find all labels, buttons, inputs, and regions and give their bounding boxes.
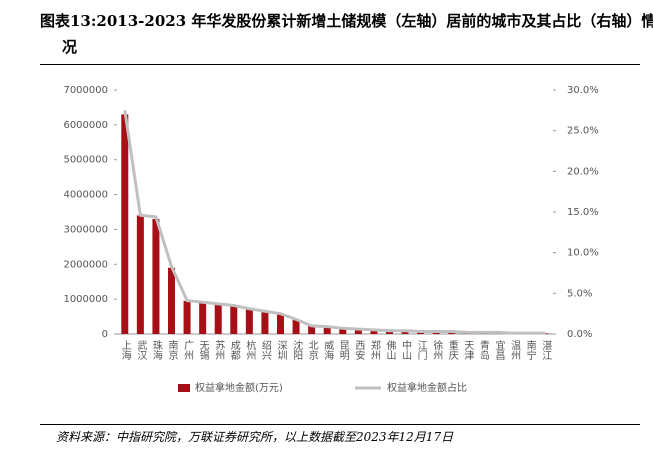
- bar: [245, 309, 253, 334]
- x-tick-label: 徐州: [431, 339, 443, 360]
- y-tick-label: 1000000: [63, 294, 108, 305]
- bar: [401, 330, 409, 334]
- x-tick-label: 无锡: [197, 340, 209, 361]
- bar: [354, 329, 362, 334]
- y-tick-label: 6000000: [63, 120, 108, 131]
- x-tick-label: 江门: [415, 340, 427, 361]
- x-tick-label: 广州: [182, 340, 194, 360]
- bar: [277, 313, 284, 334]
- legend-label: 权益拿地金额(万元): [195, 381, 283, 394]
- bar: [121, 114, 129, 335]
- y2-tick-label: 10.0%: [567, 248, 599, 259]
- y-tick-label: 2000000: [63, 259, 108, 270]
- x-tick-label: 威海: [322, 339, 334, 361]
- bar: [292, 319, 300, 334]
- bar: [308, 325, 316, 334]
- y2-tick-label: 30.0%: [567, 85, 599, 96]
- bar: [168, 267, 175, 334]
- y-tick-label: 5000000: [63, 155, 108, 166]
- y-tick-label: 3000000: [63, 224, 108, 235]
- bar: [370, 329, 378, 334]
- x-tick-label: 上海: [119, 340, 131, 361]
- x-tick-label: 苏州: [213, 339, 225, 360]
- x-tick-label: 西安: [353, 340, 365, 361]
- bar: [339, 328, 347, 334]
- y2-tick-label: 25.0%: [567, 126, 599, 137]
- bar: [183, 300, 191, 334]
- y-tick-label: 4000000: [63, 190, 108, 201]
- x-tick-label: 宜昌: [493, 339, 505, 361]
- x-tick-label: 杭州: [244, 339, 256, 360]
- x-tick-label: 佛山: [384, 339, 396, 360]
- bar: [323, 327, 331, 334]
- x-tick-label: 南宁: [524, 339, 536, 360]
- x-tick-label: 绍兴: [259, 339, 271, 361]
- x-tick-label: 湛江: [540, 340, 552, 360]
- x-tick-label: 北京: [306, 340, 318, 361]
- x-tick-label: 沈阳: [291, 339, 303, 360]
- rule: [40, 424, 640, 425]
- y2-tick-label: 20.0%: [567, 166, 599, 177]
- x-tick-label: 珠海: [150, 339, 162, 361]
- chart-title: 图表13:2013-2023 年华发股份累计新增土储规模（左轴）居前的城市及其占…: [40, 12, 653, 56]
- bar: [136, 215, 144, 334]
- x-tick-label: 南京: [166, 339, 178, 361]
- source: 资料来源：中指研究院，万联证券研究所，以上数据截至2023年12月17日: [56, 430, 454, 444]
- x-tick-label: 温州: [509, 340, 521, 360]
- bar: [152, 218, 160, 334]
- chart: 0 1000000 2000000 3000000 4000000 5000000 6000…: [63, 85, 599, 394]
- y2-tick-label: 0.0%: [567, 329, 592, 340]
- y-tick-label: 0: [102, 329, 108, 340]
- y2-tick-label: 5.0%: [567, 288, 592, 299]
- y-tick-label: 7000000: [63, 85, 108, 96]
- x-tick-label: 深圳: [275, 340, 287, 360]
- x-tick-label: 昆明: [337, 340, 349, 361]
- bar: [386, 330, 393, 334]
- line: [123, 110, 546, 335]
- legend-swatch: [178, 384, 190, 392]
- x-tick-label: 郑州: [368, 339, 380, 360]
- bar: [214, 304, 222, 334]
- x-tick-label: 天津: [462, 340, 474, 361]
- rule: [40, 64, 640, 65]
- legend-label: 权益拿地金额占比: [387, 381, 467, 394]
- bar: [199, 302, 207, 334]
- x-tick-label: 重庆: [446, 339, 458, 361]
- bar: [261, 312, 269, 334]
- bar: [230, 306, 238, 334]
- x-tick-label: 中山: [400, 339, 412, 360]
- x-tick-label: 成都: [228, 340, 240, 361]
- x-tick-label: 青岛: [477, 339, 489, 361]
- y2-tick-label: 15.0%: [567, 207, 599, 218]
- x-tick-label: 武汉: [135, 339, 147, 361]
